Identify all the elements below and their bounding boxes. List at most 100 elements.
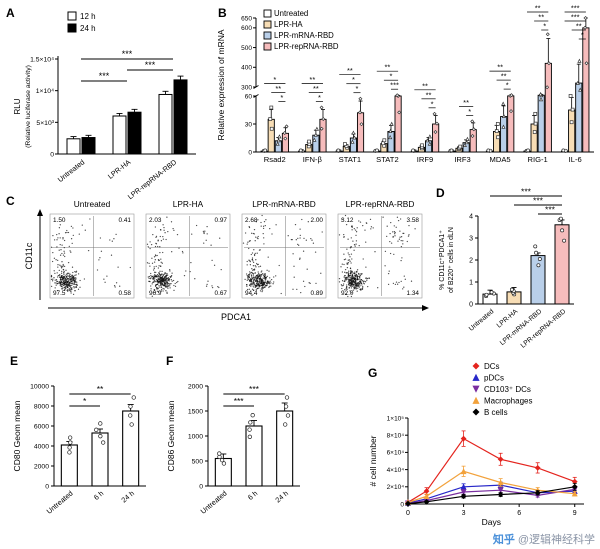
panel-c-flow-cytometry-plots: Untreated 1.50 0.41 97.5 0.58 LPR-HA 2.03 0.97 9… [24,199,429,322]
svg-text:**: ** [275,84,281,93]
svg-text:0: 0 [50,152,54,159]
panel-a-luciferase-bar-chart: 12 h 24 h 0 5×10³ 1×10⁴ 1.5×10⁴ RLU (Relative l… [13,11,196,201]
svg-text:*: * [468,107,471,116]
svg-text:0: 0 [469,301,473,308]
svg-text:0.67: 0.67 [215,290,228,297]
svg-text:**: ** [347,66,353,75]
svg-text:24 h: 24 h [273,489,290,505]
svg-text:4×10⁴: 4×10⁴ [387,467,405,474]
svg-text:9: 9 [573,510,577,517]
svg-text:LPR-HA: LPR-HA [274,20,303,29]
svg-text:0.89: 0.89 [311,290,324,297]
svg-text:RLU: RLU [13,98,22,114]
svg-text:1: 1 [469,279,473,286]
svg-text:**: ** [535,4,541,13]
svg-text:LPR-mRNA-RBD: LPR-mRNA-RBD [499,308,543,347]
svg-text:***: *** [249,384,260,394]
svg-text:*: * [390,72,393,81]
panel-c-label: C [6,194,15,208]
svg-text:0.41: 0.41 [119,217,132,224]
svg-text:CD11c: CD11c [24,242,34,269]
svg-text:# cell number: # cell number [368,435,378,486]
panel-b-mrna-expression-bar-chart: 0 30 60 300 400 500 600 650 Relative expression … [216,4,594,164]
svg-text:*: * [543,22,546,31]
svg-text:600: 600 [241,25,252,32]
svg-text:**: ** [313,84,319,93]
svg-text:STAT2: STAT2 [376,155,399,164]
svg-text:300: 300 [241,84,252,91]
svg-text:IRF9: IRF9 [417,155,433,164]
svg-text:Untreated: Untreated [199,489,229,516]
svg-text:6: 6 [517,510,521,517]
svg-text:B cells: B cells [484,408,508,417]
svg-text:2: 2 [469,257,473,264]
svg-text:Untreated: Untreated [56,157,86,184]
svg-text:**: ** [497,63,503,72]
svg-text:MDA5: MDA5 [490,155,511,164]
svg-text:*: * [431,99,434,108]
panel-g: G DCs pDCs CD103⁺ DCs Macrophages B cells 0 2×… [324,354,598,546]
svg-text:1500: 1500 [188,408,203,415]
svg-text:0.58: 0.58 [119,290,132,297]
watermark-handle: @逻辑神经科学 [517,534,595,546]
svg-text:of B220⁺ cells in dLN: of B220⁺ cells in dLN [448,227,455,293]
panel-a: A 12 h 24 h 0 5×10³ 1×10⁴ 1.5×10⁴ RLU (Relative… [6,4,212,204]
svg-text:IFN-β: IFN-β [303,155,323,164]
svg-text:CD80 Geom mean: CD80 Geom mean [12,400,22,471]
panel-e: E 0 2000 4000 6000 8000 10000 CD80 Geom mean Un… [8,354,160,546]
svg-text:IL-6: IL-6 [569,155,582,164]
svg-text:3.58: 3.58 [407,217,420,224]
svg-text:0.97: 0.97 [215,217,228,224]
panel-f-label: F [166,354,174,368]
watermark: 知乎 @逻辑神经科学 [493,531,595,547]
svg-text:CD103⁺ DCs: CD103⁺ DCs [484,385,531,394]
svg-text:LPR-repRNA-RBD: LPR-repRNA-RBD [520,308,568,350]
svg-text:pDCs: pDCs [484,374,504,383]
panel-e-cd80-bar-chart: 0 2000 4000 6000 8000 10000 CD80 Geom mean Untr… [12,383,146,516]
svg-text:**: ** [309,75,315,84]
svg-text:2×10⁴: 2×10⁴ [387,484,405,491]
svg-text:4: 4 [469,213,473,220]
svg-text:Rsad2: Rsad2 [264,155,286,164]
panel-a-label: A [6,6,15,20]
svg-text:**: ** [97,384,104,394]
panel-c: C Untreated 1.50 0.41 97.5 0.58 LPR-HA 2.03 0.9… [6,192,430,344]
svg-text:3.12: 3.12 [341,217,354,224]
svg-text:Untreated: Untreated [74,199,111,209]
svg-text:400: 400 [241,65,252,72]
svg-text:*: * [352,75,355,84]
svg-text:Untreated: Untreated [45,489,75,516]
svg-text:92.0: 92.0 [341,290,354,297]
panel-d-label: D [436,186,445,200]
panel-f: F 0 500 1000 1500 2000 CD86 Geom mean Untreate… [162,354,314,546]
svg-text:6×10⁴: 6×10⁴ [387,450,405,457]
svg-text:6 h: 6 h [92,489,105,502]
svg-text:2000: 2000 [188,383,203,390]
svg-text:Days: Days [482,517,501,527]
svg-text:60: 60 [245,93,253,100]
svg-text:LPR-mRNA-RBD: LPR-mRNA-RBD [252,199,316,209]
panel-d: D 0 1 2 3 4 % CD11c⁺PDCA1⁺ of B220⁺ cells in d… [432,186,600,354]
svg-text:Untreated: Untreated [274,9,308,18]
svg-text:***: *** [390,81,399,90]
flow-plot-3 [337,213,423,299]
svg-text:***: *** [99,71,110,81]
svg-text:*: * [318,93,321,102]
svg-text:**: ** [538,13,544,22]
svg-text:***: *** [571,4,580,13]
svg-text:24 h: 24 h [80,24,96,33]
svg-text:2.03: 2.03 [149,217,162,224]
svg-text:STAT1: STAT1 [339,155,362,164]
svg-text:8000: 8000 [34,403,49,410]
svg-text:DCs: DCs [484,362,500,371]
svg-text:LPR-repRNA-RBD: LPR-repRNA-RBD [346,199,415,209]
svg-text:RIG-1: RIG-1 [528,155,548,164]
svg-text:LPR-HA: LPR-HA [106,157,132,180]
svg-text:0: 0 [248,149,252,156]
svg-text:0: 0 [199,483,203,490]
svg-text:650: 650 [241,15,252,22]
svg-text:1×10⁵: 1×10⁵ [387,415,405,422]
svg-text:2.00: 2.00 [311,217,324,224]
svg-text:LPR-HA: LPR-HA [173,199,204,209]
